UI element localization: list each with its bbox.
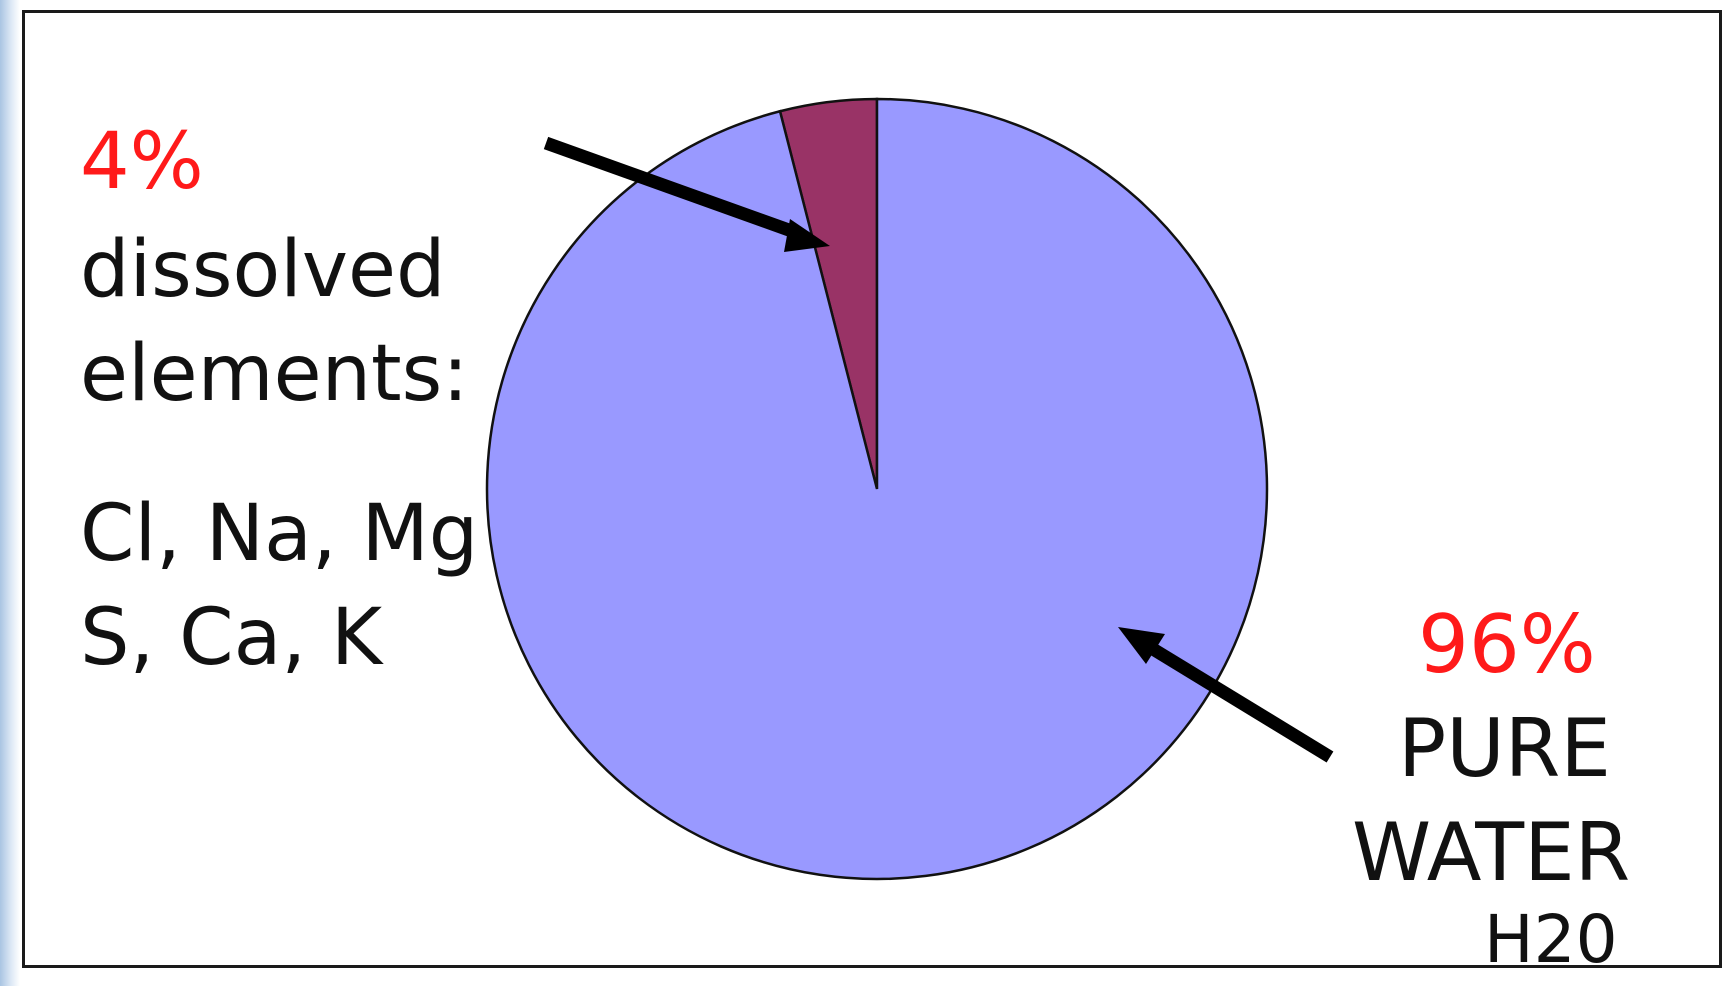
arrows bbox=[543, 136, 1334, 763]
arrow-to-water-slice bbox=[1144, 640, 1334, 763]
arrow-to-dissolved-slice bbox=[543, 136, 803, 241]
arrow-head-water bbox=[1118, 627, 1165, 664]
elements-list-line2: S, Ca, K bbox=[80, 593, 384, 683]
dissolved-label-line1: dissolved bbox=[80, 225, 446, 315]
water-label-line2: WATER bbox=[1352, 806, 1630, 899]
dissolved-label-line2: elements: bbox=[80, 329, 469, 419]
dissolved-percent-label: 4% bbox=[80, 117, 204, 207]
water-label-line1: PURE bbox=[1398, 702, 1611, 795]
water-percent-label: 96% bbox=[1418, 598, 1596, 691]
water-annotation: 96% PURE WATER H20 bbox=[1352, 598, 1630, 978]
arrow-head-dissolved bbox=[784, 219, 830, 252]
slide-left-accent bbox=[0, 0, 20, 986]
pie-slice-pure-water bbox=[485, 97, 1269, 881]
water-formula-label: H20 bbox=[1484, 901, 1618, 978]
pie-slices bbox=[485, 97, 1269, 881]
elements-list-line1: Cl, Na, Mg bbox=[80, 489, 478, 579]
dissolved-annotation: 4% dissolved elements: Cl, Na, Mg S, Ca,… bbox=[80, 117, 478, 683]
